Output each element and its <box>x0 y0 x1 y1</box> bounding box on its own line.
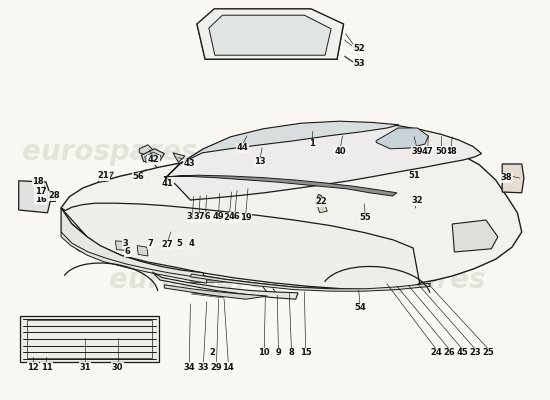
Text: 53: 53 <box>353 60 365 68</box>
Polygon shape <box>197 9 344 59</box>
Polygon shape <box>61 203 420 290</box>
Text: 24: 24 <box>430 348 442 357</box>
Text: eurospares: eurospares <box>22 138 198 166</box>
Polygon shape <box>152 272 298 299</box>
Polygon shape <box>98 172 113 182</box>
Text: 47: 47 <box>422 147 433 156</box>
Text: 29: 29 <box>211 363 222 372</box>
Polygon shape <box>376 128 428 149</box>
Text: 42: 42 <box>147 156 160 164</box>
Text: 39: 39 <box>411 147 422 156</box>
Text: 4: 4 <box>189 240 194 248</box>
Text: 36: 36 <box>200 212 211 221</box>
Polygon shape <box>314 194 322 205</box>
Text: 10: 10 <box>258 348 270 357</box>
Polygon shape <box>145 152 161 162</box>
Text: 9: 9 <box>276 348 281 357</box>
Text: 38: 38 <box>501 174 512 182</box>
Text: 52: 52 <box>353 44 365 53</box>
Text: 31: 31 <box>79 363 91 372</box>
Text: 51: 51 <box>408 172 420 180</box>
Text: 30: 30 <box>112 363 123 372</box>
Text: 5: 5 <box>177 240 183 248</box>
Polygon shape <box>137 246 148 256</box>
Polygon shape <box>317 205 327 213</box>
Text: 20: 20 <box>224 214 235 222</box>
Text: 40: 40 <box>334 147 346 156</box>
Text: 19: 19 <box>240 214 251 222</box>
Text: 11: 11 <box>41 363 52 372</box>
Polygon shape <box>209 15 331 55</box>
Text: 2: 2 <box>209 348 215 357</box>
Text: 16: 16 <box>35 196 46 204</box>
Polygon shape <box>61 208 204 281</box>
Polygon shape <box>61 232 207 283</box>
Polygon shape <box>452 220 498 252</box>
Text: 13: 13 <box>254 158 266 166</box>
Text: 43: 43 <box>184 160 195 168</box>
Text: 14: 14 <box>223 363 234 372</box>
Polygon shape <box>116 241 125 250</box>
Polygon shape <box>190 274 431 291</box>
Polygon shape <box>166 121 399 178</box>
Text: 34: 34 <box>184 363 195 372</box>
Text: 28: 28 <box>48 192 60 200</box>
Polygon shape <box>139 145 153 156</box>
Text: 46: 46 <box>229 212 241 221</box>
Polygon shape <box>164 175 397 196</box>
Text: 32: 32 <box>411 196 424 205</box>
Text: 50: 50 <box>436 147 447 156</box>
Text: 54: 54 <box>354 304 366 312</box>
Text: 25: 25 <box>482 348 494 357</box>
Text: 7: 7 <box>148 240 153 248</box>
Text: 17: 17 <box>35 188 46 196</box>
Text: 6: 6 <box>124 248 130 256</box>
Text: 8: 8 <box>289 348 294 357</box>
Text: 15: 15 <box>300 348 311 357</box>
Text: eurospares: eurospares <box>310 266 486 294</box>
Text: 55: 55 <box>359 214 371 222</box>
Text: 33: 33 <box>197 363 209 372</box>
Text: 45: 45 <box>456 348 468 357</box>
Text: 21: 21 <box>97 172 109 180</box>
Polygon shape <box>61 137 522 289</box>
Polygon shape <box>166 122 482 200</box>
Text: 22: 22 <box>315 198 327 206</box>
Text: 44: 44 <box>236 144 249 152</box>
Text: eurospares: eurospares <box>109 266 285 294</box>
Text: 56: 56 <box>133 172 144 181</box>
Text: 48: 48 <box>446 147 457 156</box>
Polygon shape <box>19 181 51 213</box>
Polygon shape <box>502 164 524 193</box>
Text: 37: 37 <box>193 212 205 221</box>
Text: 18: 18 <box>32 178 44 186</box>
Text: 49: 49 <box>213 212 224 221</box>
Text: eurospares: eurospares <box>245 138 420 166</box>
Text: 1: 1 <box>309 140 315 148</box>
Text: 27: 27 <box>162 240 173 249</box>
Text: 12: 12 <box>27 363 38 372</box>
Text: 26: 26 <box>443 348 455 357</box>
Polygon shape <box>141 149 164 162</box>
Text: 3: 3 <box>122 240 128 248</box>
Polygon shape <box>173 153 185 162</box>
Text: 23: 23 <box>469 348 481 357</box>
Text: 41: 41 <box>162 180 173 188</box>
Polygon shape <box>20 316 159 362</box>
Text: 35: 35 <box>187 212 199 221</box>
Polygon shape <box>164 285 267 299</box>
